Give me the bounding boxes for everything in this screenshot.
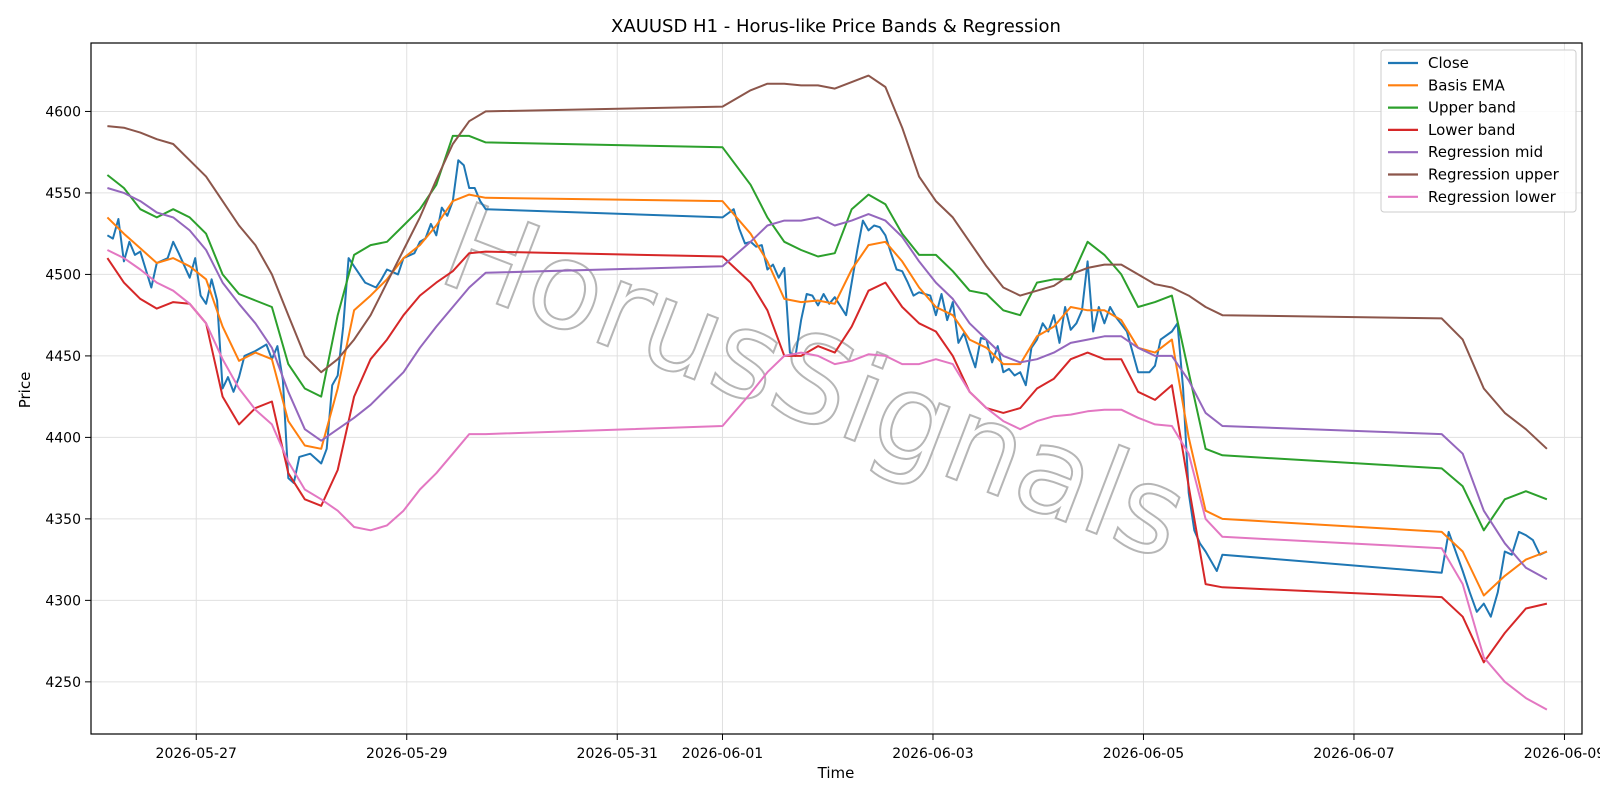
y-axis-ticks: 4250 4300 4350 4400 4450 4500 4550 4600	[45, 104, 91, 691]
y-tick-label: 4500	[45, 267, 81, 283]
watermark-text: HorusSignals	[424, 177, 1205, 587]
plot-frame	[90, 42, 1583, 735]
y-tick-label: 4250	[45, 675, 81, 691]
x-tick-label: 2026-06-01	[682, 746, 763, 762]
chart-title: XAUUSD H1 - Horus-like Price Bands & Reg…	[611, 16, 1061, 37]
series-line-close	[106, 159, 1548, 618]
x-tick-label: 2026-06-07	[1313, 746, 1394, 762]
x-tick-label: 2026-06-03	[892, 746, 973, 762]
y-tick-label: 4450	[45, 349, 81, 365]
series-line-lower-band	[106, 250, 1548, 664]
y-tick-label: 4300	[45, 593, 81, 609]
y-tick-label: 4550	[45, 186, 81, 202]
legend-label: Regression lower	[1428, 188, 1557, 206]
series-line-upper-band	[106, 134, 1548, 532]
legend-label: Regression mid	[1428, 143, 1543, 161]
legend-label: Basis EMA	[1428, 76, 1505, 94]
series-lines	[106, 74, 1548, 711]
series-line-regression-mid	[107, 187, 1548, 581]
legend-label: Close	[1428, 54, 1469, 72]
series-line-regression-upper	[107, 74, 1548, 450]
x-axis-label: Time	[817, 764, 855, 782]
grid-lines	[91, 43, 1582, 734]
legend-label: Lower band	[1428, 121, 1515, 139]
x-axis-ticks: 2026-05-27 2026-05-29 2026-05-31 2026-06-01…	[156, 734, 1600, 762]
legend-label: Upper band	[1428, 99, 1516, 117]
series-line-basis-ema	[106, 193, 1548, 597]
x-tick-label: 2026-06-09	[1524, 746, 1600, 762]
y-axis-label: Price	[16, 372, 34, 409]
x-tick-label: 2026-05-29	[366, 746, 447, 762]
x-tick-label: 2026-05-31	[577, 746, 658, 762]
y-tick-label: 4350	[45, 512, 81, 528]
legend: Close Basis EMA Upper band Lower band Regres…	[1380, 49, 1577, 213]
legend-box	[1380, 49, 1577, 213]
x-tick-label: 2026-05-27	[156, 746, 237, 762]
series-line-regression-lower	[106, 249, 1548, 711]
y-tick-label: 4600	[45, 104, 81, 120]
x-tick-label: 2026-06-05	[1103, 746, 1184, 762]
y-tick-label: 4400	[45, 430, 81, 446]
legend-label: Regression upper	[1428, 166, 1560, 184]
